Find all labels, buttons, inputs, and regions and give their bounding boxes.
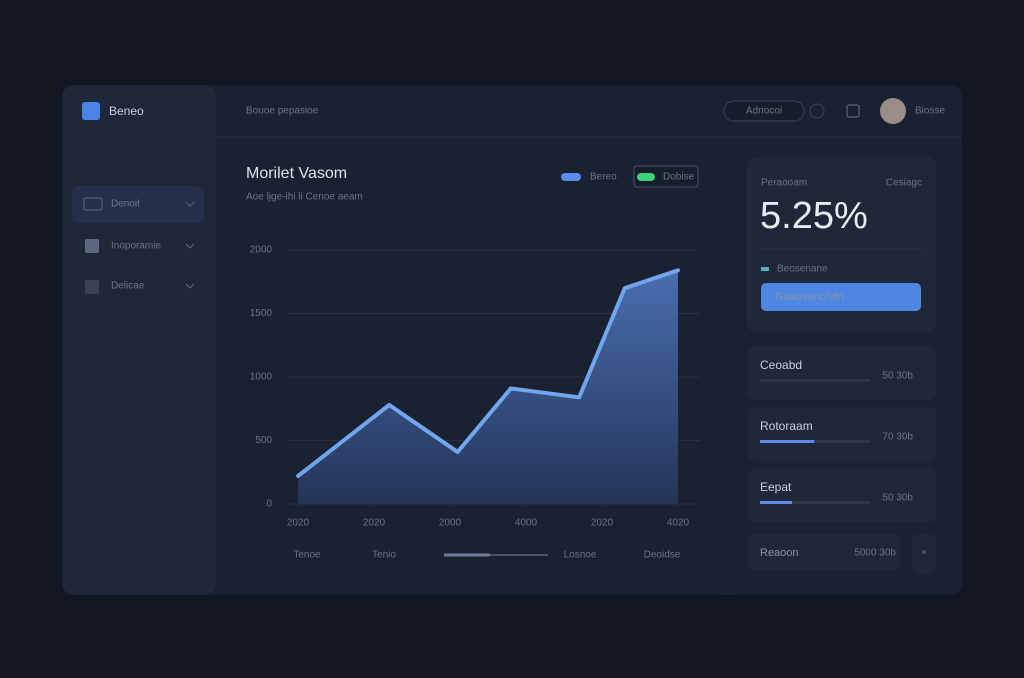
alert-name: Reaoon	[760, 547, 799, 559]
toggle[interactable]	[809, 103, 825, 119]
brand-icon	[82, 102, 100, 120]
nav-icon	[83, 197, 103, 211]
action-button[interactable]	[761, 283, 921, 311]
user-name: Biosse	[915, 106, 945, 117]
metric-value: 70 30b	[882, 432, 913, 443]
page-title: Bouoe pepasioe	[246, 106, 319, 117]
y-tick-label: 2000	[250, 245, 273, 256]
notify-icon[interactable]	[846, 104, 860, 118]
y-tick-label: 500	[255, 435, 272, 446]
avatar[interactable]	[880, 98, 906, 124]
chart-title: Morilet Vasom	[246, 165, 347, 182]
nav-item[interactable]: Denoit	[111, 199, 140, 210]
search-text[interactable]: Adnocoi	[746, 106, 782, 117]
stat-label: Peraooam	[761, 178, 807, 189]
metric-name: Ceoabd	[760, 358, 802, 372]
range-label: Tenio	[372, 550, 396, 561]
sidebar	[62, 85, 216, 595]
legend-swatch	[637, 173, 655, 181]
metric-card	[748, 468, 936, 522]
x-tick-label: 2000	[439, 518, 462, 529]
stat-period: Cesiagc	[886, 178, 922, 189]
y-tick-label: 0	[266, 499, 272, 510]
range-label: Losnoe	[564, 550, 597, 561]
progress-track	[760, 501, 870, 504]
x-tick-label: 2020	[287, 518, 310, 529]
button-label[interactable]: Goaosenc/Vin	[775, 291, 844, 303]
app-window	[62, 85, 962, 595]
metric-value: 50 30b	[882, 493, 913, 504]
nav-icon	[85, 239, 99, 253]
legend-button[interactable]	[633, 165, 699, 188]
metric-name: Eepat	[760, 480, 792, 494]
close-icon[interactable]: ×	[921, 548, 927, 559]
nav-active[interactable]	[72, 186, 204, 223]
brand: Beneo	[109, 104, 144, 118]
nav-item[interactable]: Inoporamie	[111, 241, 161, 252]
search-box[interactable]	[723, 100, 805, 122]
metric-card	[748, 346, 936, 400]
stat-legend: Beosenane	[777, 264, 828, 275]
line	[296, 268, 680, 479]
metric-card	[748, 407, 936, 461]
metric-value: 50 30b	[882, 371, 913, 382]
legend-swatch	[561, 173, 581, 181]
x-tick-label: 4000	[515, 518, 538, 529]
progress-fill	[760, 501, 792, 504]
y-tick-label: 1500	[250, 308, 273, 319]
alert-card	[748, 534, 900, 570]
range-label: Deoidse	[644, 550, 681, 561]
chevrons	[185, 201, 195, 289]
nav-item[interactable]: Delicae	[111, 281, 145, 292]
progress-track	[760, 440, 870, 443]
progress-fill	[760, 440, 815, 443]
nav-icon	[85, 280, 99, 294]
legend-dot	[761, 267, 769, 271]
stat-value: 5.25%	[760, 195, 868, 237]
legend-label[interactable]: Dobise	[663, 172, 695, 183]
x-tick-label: 2020	[591, 518, 614, 529]
progress-track	[760, 379, 870, 382]
metric-name: Rotoraam	[760, 419, 813, 433]
x-tick-label: 2020	[363, 518, 386, 529]
y-tick-label: 1000	[250, 372, 273, 383]
alert-value: 5000 30b	[854, 548, 896, 559]
area	[298, 270, 678, 504]
close-button[interactable]	[912, 534, 936, 574]
range-label: Tenoe	[293, 550, 321, 561]
chart-subtitle: Aoe ljge-ihi li Cenoe aeam	[246, 192, 363, 203]
legend-label: Bereo	[590, 172, 617, 183]
x-tick-label: 4020	[667, 518, 690, 529]
